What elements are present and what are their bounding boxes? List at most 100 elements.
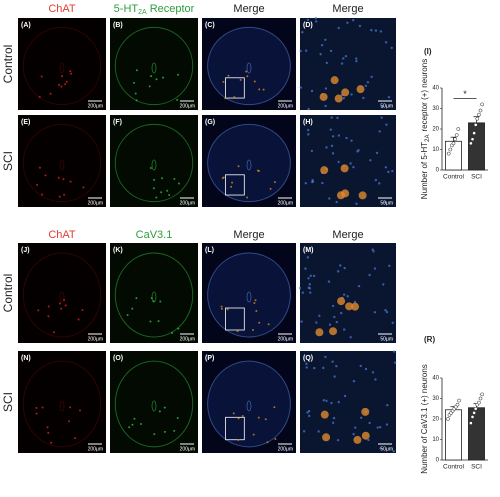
data-point [454, 133, 459, 137]
data-point [475, 116, 480, 121]
cell [153, 433, 156, 436]
y-tick-label: 0 [436, 458, 440, 464]
cell [163, 406, 166, 409]
cell [38, 166, 41, 169]
cell [231, 181, 234, 184]
spinal-cord-outline [207, 252, 291, 338]
cell [47, 305, 50, 308]
nucleus [370, 75, 373, 79]
panel-label: (M) [303, 247, 314, 254]
panel-label: (Q) [303, 355, 313, 362]
row-label: Control [1, 45, 15, 84]
cell [40, 75, 43, 78]
spinal-cord-outline [114, 252, 194, 338]
header-text: Merge [332, 229, 363, 241]
nucleus [301, 31, 304, 34]
nucleus [306, 256, 310, 259]
panel-label: (F) [113, 119, 122, 126]
scale-label: 200μm [88, 336, 103, 342]
nucleus [310, 149, 314, 153]
spinal-cord-outline [207, 123, 291, 203]
column-header: Merge [233, 3, 264, 15]
header-text: Merge [332, 3, 363, 15]
y-tick-label: 20 [432, 127, 439, 133]
scale-label: 200μm [278, 103, 293, 109]
nucleus [369, 159, 372, 162]
cell [257, 416, 260, 419]
cell [133, 417, 136, 420]
nucleus [337, 160, 340, 164]
micrograph [18, 351, 106, 453]
nucleus [321, 181, 324, 185]
nucleus [358, 24, 362, 28]
panel-label: (C) [205, 22, 215, 29]
cell [47, 431, 50, 434]
panel-label: (L) [205, 247, 214, 254]
nucleus [331, 135, 335, 138]
cell [232, 412, 235, 415]
nucleus [368, 421, 371, 425]
cell [131, 423, 134, 426]
nucleus [311, 179, 314, 182]
nucleus [339, 264, 342, 267]
cell [52, 331, 55, 334]
nucleus [328, 197, 331, 200]
cell [81, 309, 84, 312]
cell [60, 85, 63, 88]
cell [274, 437, 277, 440]
cell [341, 189, 350, 198]
spinal-cord-outline [22, 26, 102, 106]
nucleus [308, 414, 311, 418]
cell [245, 70, 248, 73]
nucleus [391, 169, 394, 173]
y-tick-label: 30 [432, 396, 439, 402]
cell [177, 73, 180, 76]
nucleus [362, 96, 365, 100]
nucleus [343, 266, 346, 270]
data-point [470, 137, 475, 142]
nucleus [336, 270, 340, 273]
nucleus [325, 61, 329, 65]
cell [177, 327, 180, 330]
cell [40, 193, 43, 196]
data-point [470, 415, 475, 419]
nucleus [309, 274, 313, 278]
nucleus [385, 423, 389, 426]
nucleus [315, 321, 318, 324]
cell [63, 298, 66, 301]
cell [50, 441, 53, 444]
x-tick-label: SCI [471, 174, 482, 181]
micrograph [18, 243, 106, 343]
nucleus [392, 450, 395, 453]
data-point [451, 141, 456, 146]
cell [222, 80, 225, 83]
y-tick-label: 10 [432, 147, 439, 153]
zoom-box [225, 307, 245, 331]
nucleus [342, 57, 345, 60]
cell [177, 182, 180, 185]
nucleus [304, 182, 308, 185]
significance-label: * [463, 89, 467, 99]
nucleus [301, 291, 304, 294]
nucleus [307, 286, 310, 289]
nucleus [346, 21, 349, 24]
nucleus [350, 93, 353, 96]
nucleus [325, 146, 328, 149]
central-canal [151, 159, 157, 171]
nucleus [355, 202, 358, 205]
nucleus [299, 86, 303, 89]
cell [251, 328, 254, 331]
cell [59, 302, 62, 305]
cell [337, 297, 346, 306]
column-header: CaV3.1 [136, 229, 173, 241]
scale-label: 50μm [380, 200, 393, 206]
nucleus [304, 49, 308, 52]
nucleus [374, 178, 378, 182]
zoom-box [225, 77, 245, 99]
row-label: SCI [1, 392, 15, 412]
nucleus [352, 19, 355, 22]
cell [253, 302, 256, 305]
nucleus [330, 116, 333, 119]
spinal-cord-outline [114, 123, 194, 203]
